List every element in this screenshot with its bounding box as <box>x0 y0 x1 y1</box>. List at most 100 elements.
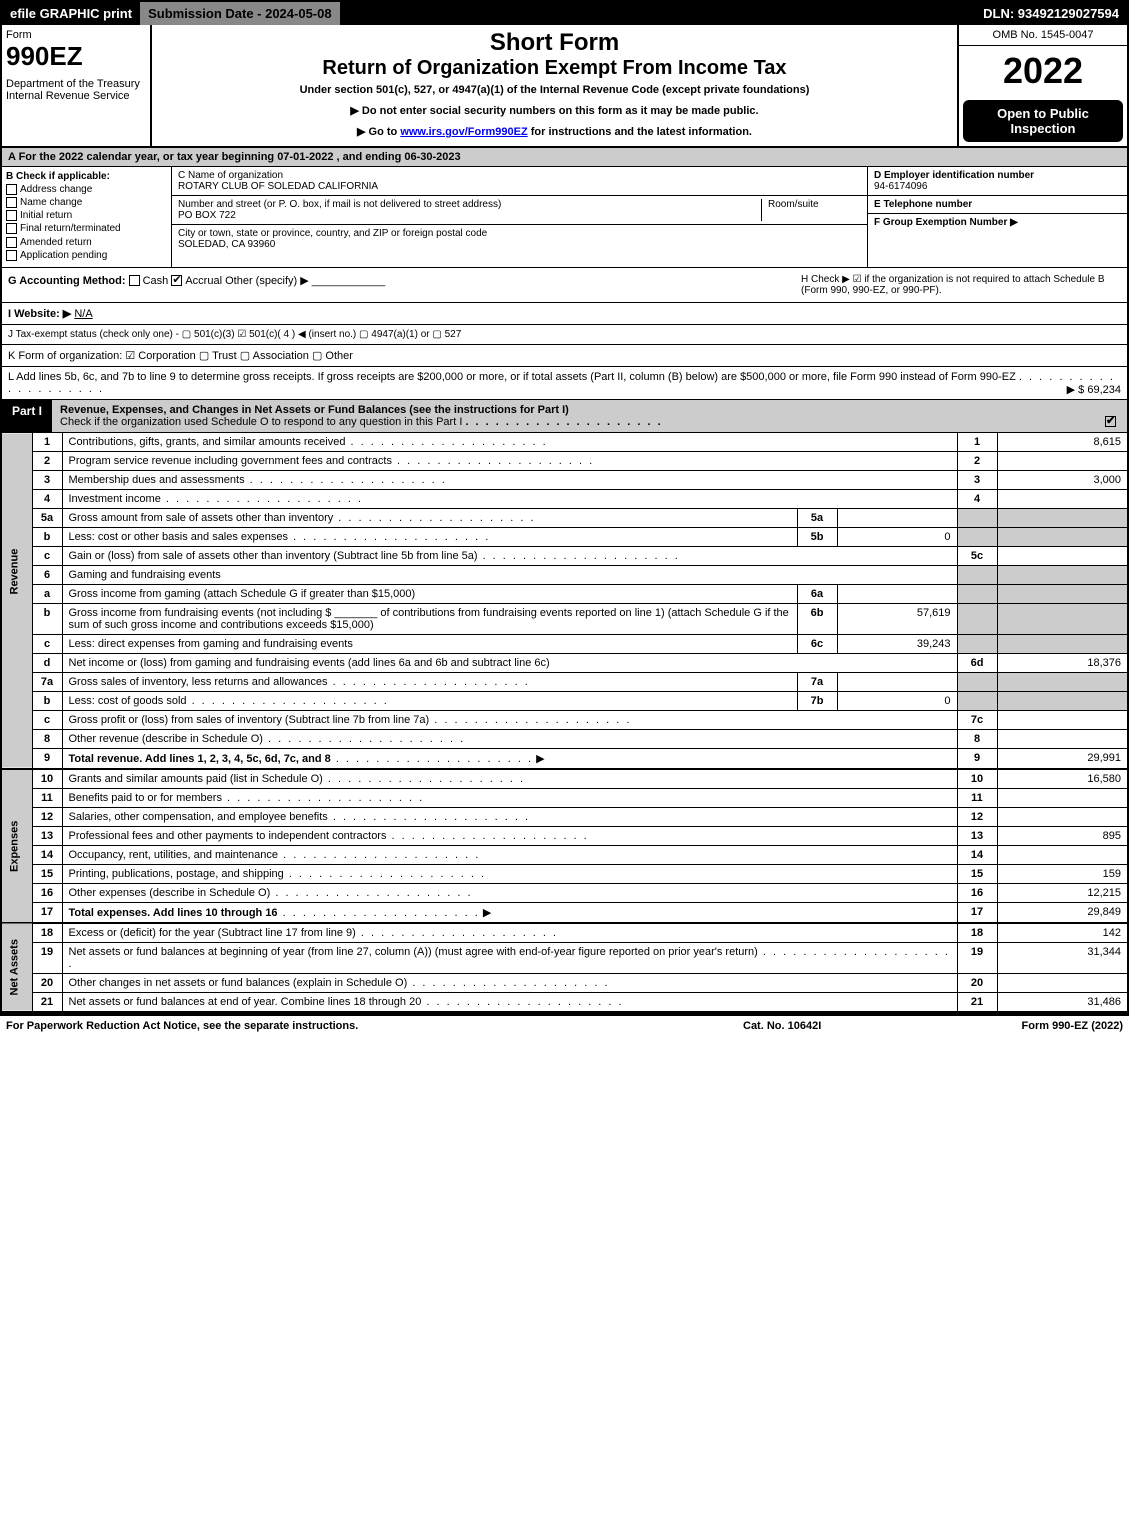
form-990ez: efile GRAPHIC print Submission Date - 20… <box>0 0 1129 1014</box>
line-value <box>997 845 1127 864</box>
line-desc: Occupancy, rent, utilities, and maintena… <box>69 849 279 861</box>
dots <box>263 733 465 745</box>
line-desc: Gain or (loss) from sale of assets other… <box>69 550 478 562</box>
shaded-cell <box>957 508 997 527</box>
line-num: 10 <box>32 769 62 789</box>
line-rnum: 12 <box>957 807 997 826</box>
table-row: 9 Total revenue. Add lines 1, 2, 3, 4, 5… <box>2 748 1127 769</box>
line-num: d <box>32 653 62 672</box>
table-row: 12 Salaries, other compensation, and emp… <box>2 807 1127 826</box>
ein-label: D Employer identification number <box>874 170 1121 181</box>
checkbox-initial-return[interactable] <box>6 210 17 221</box>
form-title: Return of Organization Exempt From Incom… <box>156 57 953 80</box>
line-rnum: 5c <box>957 546 997 565</box>
line-desc: Other changes in net assets or fund bala… <box>69 977 408 989</box>
line-desc: Excess or (deficit) for the year (Subtra… <box>69 927 356 939</box>
shaded-cell <box>997 634 1127 653</box>
line-value: 159 <box>997 864 1127 883</box>
website-label: I Website: ▶ <box>8 308 71 320</box>
note2-post: for instructions and the latest informat… <box>528 126 752 138</box>
part-1-header: Part I Revenue, Expenses, and Changes in… <box>2 400 1127 433</box>
expenses-side-label: Expenses <box>2 769 32 923</box>
line-desc: Gross income from fundraising events (no… <box>69 607 332 619</box>
line-rnum: 6d <box>957 653 997 672</box>
dots <box>278 907 480 919</box>
line-num: 20 <box>32 973 62 992</box>
header-center: Short Form Return of Organization Exempt… <box>152 25 957 146</box>
line-value <box>997 451 1127 470</box>
line-rnum: 4 <box>957 489 997 508</box>
line-num: 16 <box>32 883 62 902</box>
shaded-cell <box>997 672 1127 691</box>
line-num: c <box>32 546 62 565</box>
shaded-cell <box>997 603 1127 634</box>
sub-num: 7a <box>797 672 837 691</box>
table-row: Revenue 1 Contributions, gifts, grants, … <box>2 433 1127 452</box>
dots <box>345 436 547 448</box>
line-num: b <box>32 603 62 634</box>
short-form-label: Short Form <box>156 29 953 57</box>
sub-val: 57,619 <box>837 603 957 634</box>
chk-label: Name change <box>20 197 82 208</box>
form-number-footer: Form 990-EZ (2022) <box>943 1020 1123 1032</box>
line-value <box>997 729 1127 748</box>
header-left: Form 990EZ Department of the Treasury In… <box>2 25 152 146</box>
line-num: 18 <box>32 923 62 943</box>
line-desc: Gross amount from sale of assets other t… <box>69 512 334 524</box>
room-suite-label: Room/suite <box>761 199 861 221</box>
irs-link[interactable]: www.irs.gov/Form990EZ <box>400 126 527 138</box>
revenue-table: Revenue 1 Contributions, gifts, grants, … <box>2 433 1127 1012</box>
sub-val <box>837 584 957 603</box>
line-value: 16,580 <box>997 769 1127 789</box>
checkbox-cash[interactable] <box>129 275 140 286</box>
line-num: c <box>32 710 62 729</box>
line-num: 2 <box>32 451 62 470</box>
line-num: 7a <box>32 672 62 691</box>
table-row: 17 Total expenses. Add lines 10 through … <box>2 902 1127 923</box>
checkbox-name-change[interactable] <box>6 197 17 208</box>
line-rnum: 8 <box>957 729 997 748</box>
shaded-cell <box>997 508 1127 527</box>
checkbox-address-change[interactable] <box>6 184 17 195</box>
dots <box>288 531 490 543</box>
dots <box>392 455 594 467</box>
shaded-cell <box>957 565 997 584</box>
shaded-cell <box>957 634 997 653</box>
table-row: 16 Other expenses (describe in Schedule … <box>2 883 1127 902</box>
line-rnum: 18 <box>957 923 997 943</box>
dots <box>187 695 389 707</box>
checkbox-application-pending[interactable] <box>6 250 17 261</box>
dots <box>222 792 424 804</box>
revenue-side-continued <box>2 710 32 769</box>
line-value <box>997 973 1127 992</box>
row-l-gross-receipts: L Add lines 5b, 6c, and 7b to line 9 to … <box>2 367 1127 400</box>
row-h: H Check ▶ ☑ if the organization is not r… <box>801 274 1121 296</box>
header-right: OMB No. 1545-0047 2022 Open to Public In… <box>957 25 1127 146</box>
shaded-cell <box>957 672 997 691</box>
checkbox-accrual[interactable] <box>171 275 182 286</box>
checkbox-schedule-o[interactable] <box>1105 416 1116 427</box>
city-value: SOLEDAD, CA 93960 <box>178 239 861 250</box>
line-rnum: 7c <box>957 710 997 729</box>
sub-val: 0 <box>837 691 957 710</box>
website-value: N/A <box>74 308 92 320</box>
row-g-h: G Accounting Method: Cash Accrual Other … <box>2 268 1127 303</box>
form-header: Form 990EZ Department of the Treasury In… <box>2 25 1127 148</box>
dots <box>284 868 486 880</box>
checkbox-final-return[interactable] <box>6 223 17 234</box>
line-rnum: 17 <box>957 902 997 923</box>
sub-val: 39,243 <box>837 634 957 653</box>
addr-value: PO BOX 722 <box>178 210 761 221</box>
section-def: D Employer identification number 94-6174… <box>867 167 1127 267</box>
shaded-cell <box>997 584 1127 603</box>
table-row: c Gross profit or (loss) from sales of i… <box>2 710 1127 729</box>
shaded-cell <box>957 691 997 710</box>
line-num: 4 <box>32 489 62 508</box>
dots <box>333 512 535 524</box>
org-name: ROTARY CLUB OF SOLEDAD CALIFORNIA <box>178 181 861 192</box>
table-row: b Less: cost of goods sold 7b 0 <box>2 691 1127 710</box>
checkbox-amended-return[interactable] <box>6 237 17 248</box>
omb-number: OMB No. 1545-0047 <box>959 25 1127 46</box>
sub-num: 6c <box>797 634 837 653</box>
line-rnum: 11 <box>957 788 997 807</box>
